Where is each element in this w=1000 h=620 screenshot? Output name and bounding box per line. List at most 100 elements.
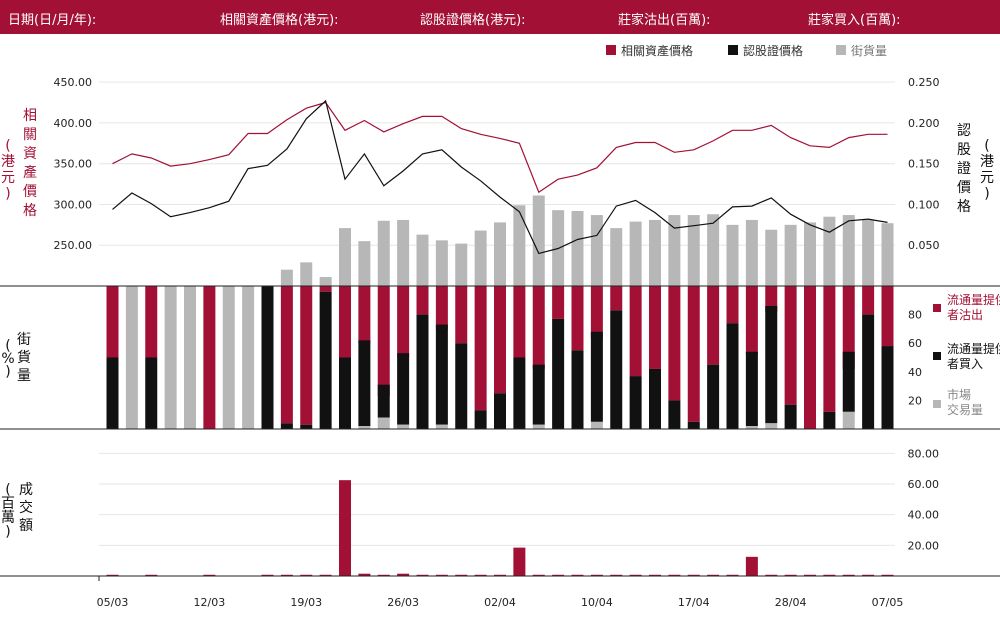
sell-bar [494,286,506,394]
buy-bar [435,324,448,425]
turnover-bar [610,574,623,576]
left-price-tick: 350.00 [54,158,93,171]
sell-bar [455,286,468,344]
buy-bar [668,400,681,429]
outstanding-bar [842,215,855,286]
buy-bar [474,410,487,429]
sell-bar [300,286,313,425]
turnover-tick: 80.00 [908,447,940,460]
sell-bar [513,286,526,358]
turnover-bar [629,574,642,576]
legend-warrant-text: 認股證價格 [743,43,803,58]
market-bar [358,426,371,429]
outstanding-bar [319,277,332,286]
buy-bar [145,357,158,429]
buy-bar [649,368,661,429]
market-bar [164,286,177,429]
sell-bar [842,286,855,369]
market-bar [242,286,255,429]
outstanding-bar [881,223,894,286]
sell-bar [377,286,390,397]
sell-bar [881,286,894,347]
legend-underlying-swatch [606,45,616,55]
left-bottom-title: 成交額 [19,482,33,534]
turnover-bar [571,574,584,576]
sell-bar [397,286,410,358]
x-date-tick: 28/04 [775,596,807,609]
buy-bar [571,350,584,429]
turnover-bar [842,574,855,576]
turnover-bar [804,574,816,576]
legend-sell-swatch [933,304,941,312]
buy-bar [513,357,526,429]
underlying-price-line [112,101,888,194]
sell-bar [765,286,778,312]
turnover-bar [687,574,700,576]
outstanding-bar [474,230,487,286]
x-date-tick: 07/05 [872,596,904,609]
warrant-price-label: 認股證價格(港元): [420,13,526,28]
market-bar [532,424,545,429]
legend-outstanding-swatch [836,45,846,55]
buy-bar [590,331,603,422]
turnover-bar [106,574,119,576]
outstanding-bar [804,222,816,286]
buy-bar [319,291,332,429]
outstanding-bar [726,224,739,286]
turnover-bar [455,574,468,576]
left-mid-unit-title: (%) [1,338,14,380]
outstanding-bar [339,228,351,286]
buy-bar [494,393,506,429]
right-price-tick: 0.250 [908,76,940,89]
flow-bars [106,286,894,429]
outstanding-bar [571,210,584,286]
grid-lines [99,81,895,546]
outstanding-bar [435,240,448,286]
turnover-bar [590,574,603,576]
market-bar [590,421,603,429]
buy-bar [358,340,371,427]
buy-bar [765,306,778,424]
buy-bar [687,421,700,429]
axes [0,285,1000,581]
buy-bar [397,353,410,425]
buy-bar [842,351,855,412]
sell-bar [687,286,700,422]
sell-bar [668,286,681,401]
sell-bar [649,286,661,369]
axis-titles: (港元) 相關資產價格 認股證價格 (港元) (%)街貨量 (百萬) 成交額 [1,108,994,540]
outstanding-bar [649,219,661,286]
turnover-bar [377,574,390,576]
top-legend: 相關資產價格 認股證價格 街貨量 [606,43,887,58]
turnover-bar [203,574,216,576]
turnover-bar [823,574,836,576]
buy-bar [532,364,545,425]
right-top-unit-title: (港元) [980,138,994,202]
market-maker-buy-label: 莊家買入(百萬): [808,13,901,28]
turnover-bar [474,574,487,576]
turnover-bar [707,574,720,576]
outstanding-bar [707,214,720,286]
legend-buy-text: 流通量提供者買入 [947,341,1000,371]
market-bar [222,286,235,429]
outstanding-bar [513,205,526,286]
sell-bar [416,286,429,315]
sell-bar [610,286,623,311]
left-mid-title: 街貨量 [17,332,31,384]
x-date-tick: 19/03 [290,596,322,609]
left-top-title: 相關資產價格 [23,108,37,219]
sell-bar [707,286,720,365]
buy-bar [610,310,623,429]
sell-bar [726,286,739,324]
x-date-tick: 26/03 [387,596,419,609]
outstanding-bar [416,234,429,286]
right-price-tick: 0.200 [908,117,940,130]
flow-pct-tick: 40 [908,366,922,379]
outstanding-bar [745,219,758,286]
legend-market-swatch [933,400,941,408]
date-label: 日期(日/月/年): [8,13,97,28]
turnover-bar [145,574,158,576]
sell-bar [280,286,293,424]
x-date-tick: 17/04 [678,596,710,609]
x-date-tick: 10/04 [581,596,613,609]
